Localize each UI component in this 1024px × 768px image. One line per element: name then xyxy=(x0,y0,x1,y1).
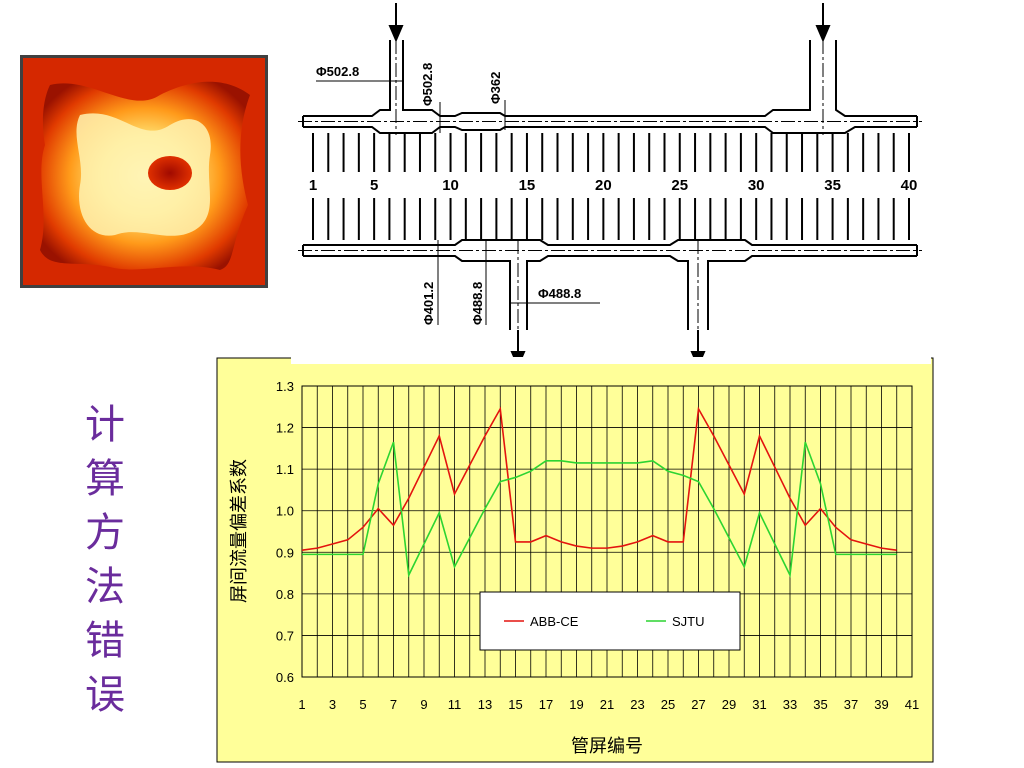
tube-number: 5 xyxy=(370,177,378,194)
x-tick-label: 41 xyxy=(905,697,919,712)
side-title-char: 计 xyxy=(85,402,125,448)
x-tick-label: 3 xyxy=(329,697,336,712)
y-tick-label: 0.7 xyxy=(276,628,294,643)
x-tick-label: 33 xyxy=(783,697,797,712)
x-tick-label: 35 xyxy=(813,697,827,712)
y-axis-label: 屏间流量偏差系数 xyxy=(229,459,250,603)
x-tick-label: 1 xyxy=(298,697,305,712)
tube-number: 15 xyxy=(519,177,536,194)
x-tick-label: 7 xyxy=(390,697,397,712)
side-title-char: 错 xyxy=(85,618,125,664)
x-tick-label: 27 xyxy=(691,697,705,712)
series-line-sjtu xyxy=(302,441,897,578)
x-tick-label: 37 xyxy=(844,697,858,712)
x-tick-label: 19 xyxy=(569,697,583,712)
dim-top-left-horizontal: Φ502.8 xyxy=(316,64,359,79)
side-title-char: 误 xyxy=(85,672,125,718)
y-tick-label: 0.6 xyxy=(276,670,294,685)
y-tick-label: 0.9 xyxy=(276,545,294,560)
side-title-char: 方 xyxy=(85,510,125,556)
tube-number: 1 xyxy=(309,177,317,194)
header-schematic-diagram: Φ502.8 Φ502.8 Φ362 Φ401.2 Φ488.8 Φ488.8 … xyxy=(298,3,922,369)
x-tick-label: 13 xyxy=(478,697,492,712)
x-tick-label: 29 xyxy=(722,697,736,712)
tube-number: 30 xyxy=(748,177,765,194)
dim-bottom-mid: Φ488.8 xyxy=(470,282,485,325)
y-tick-label: 1.1 xyxy=(276,462,294,477)
bottom-header-pipe xyxy=(303,239,917,246)
y-tick-label: 1.2 xyxy=(276,421,294,436)
dim-top-mid: Φ362 xyxy=(488,72,503,104)
x-tick-label: 11 xyxy=(448,697,462,712)
furnace-flame-image xyxy=(20,55,268,288)
x-tick-label: 5 xyxy=(359,697,366,712)
tube-number: 25 xyxy=(671,177,688,194)
y-tick-label: 0.8 xyxy=(276,587,294,602)
x-tick-label: 25 xyxy=(661,697,675,712)
dim-top-left-vertical: Φ502.8 xyxy=(420,63,435,106)
y-tick-label: 1.3 xyxy=(276,379,294,394)
x-tick-label: 23 xyxy=(630,697,644,712)
legend-label: ABB-CE xyxy=(530,614,579,629)
dim-bottom-left: Φ401.2 xyxy=(421,282,436,325)
side-title-char: 法 xyxy=(85,564,125,610)
flow-deviation-chart: 0.60.70.80.91.01.11.21.3 1 3 5 7 9 11 13 15 17 19… xyxy=(216,357,934,763)
tube-number: 35 xyxy=(824,177,841,194)
x-tick-label: 15 xyxy=(508,697,522,712)
x-axis-label: 管屏编号 xyxy=(571,736,643,757)
side-title-char: 算 xyxy=(85,456,125,502)
dim-bottom-horizontal: Φ488.8 xyxy=(538,286,581,301)
legend-label: SJTU xyxy=(672,614,705,629)
x-tick-label: 31 xyxy=(752,697,766,712)
tube-number: 10 xyxy=(442,177,459,194)
chart-area xyxy=(216,357,934,763)
tube-number: 20 xyxy=(595,177,612,194)
side-title: 计 算 方 法 错 误 xyxy=(80,398,130,722)
tube-number: 40 xyxy=(901,177,918,194)
top-header-pipe xyxy=(303,40,917,117)
x-tick-label: 17 xyxy=(539,697,553,712)
x-tick-label: 21 xyxy=(600,697,614,712)
x-tick-label: 9 xyxy=(420,697,427,712)
y-tick-label: 1.0 xyxy=(276,504,294,519)
x-tick-label: 39 xyxy=(874,697,888,712)
plot-frame xyxy=(301,385,913,678)
